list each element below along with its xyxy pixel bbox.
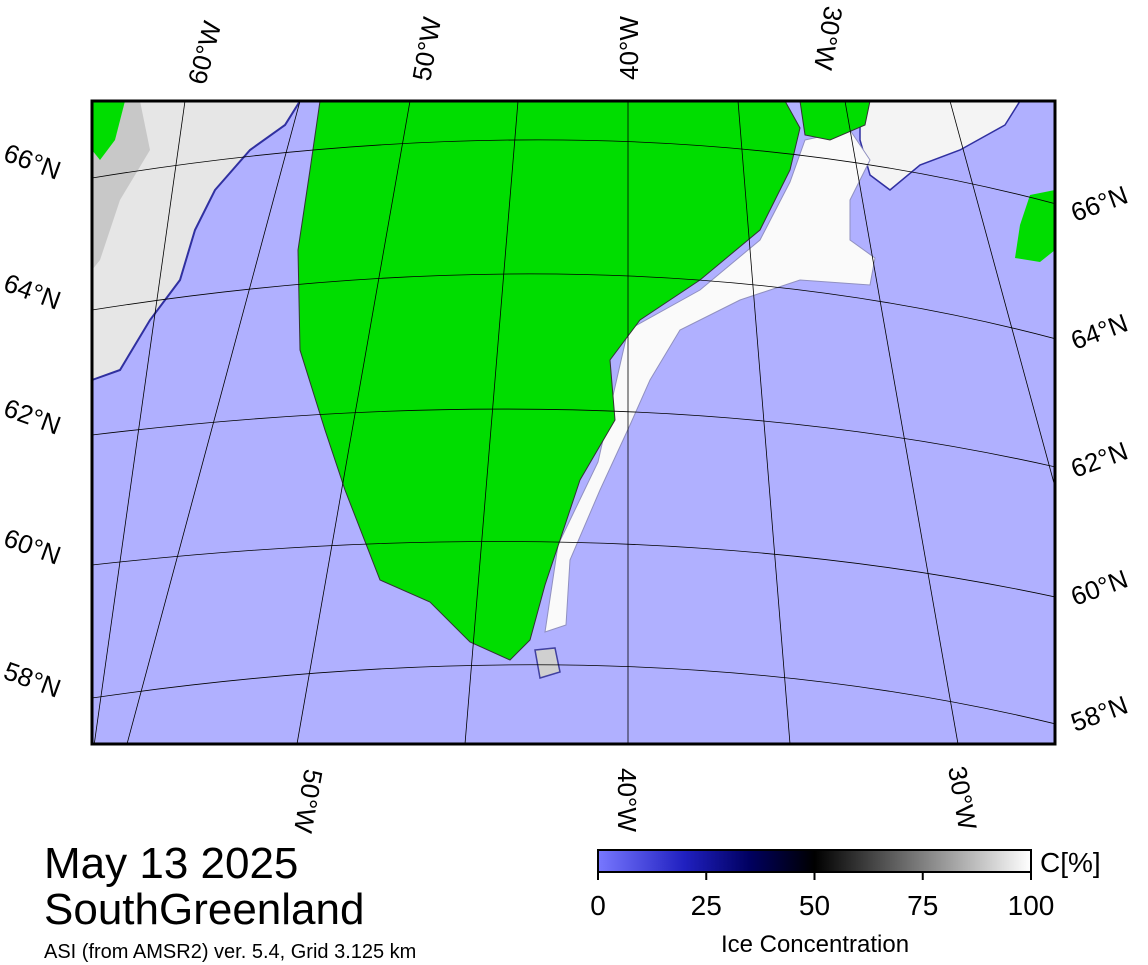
latitude-lines [92,101,1055,744]
east-coast-ice [544,129,876,633]
baffin-ice [92,101,302,382]
colorbar-tick-label: 100 [1008,890,1055,921]
colorbar-tick-label: 25 [691,890,722,921]
baffin-land [92,101,125,160]
lon-label: 30°W [942,764,983,833]
greenland-ne [799,101,871,141]
longitude-lines [126,101,1055,744]
lat-label: 60°N [1067,564,1132,612]
lat-label: 58°N [0,655,65,703]
lon-label: 50°W [406,14,447,83]
lat-label: 62°N [1067,436,1132,484]
lat-label: 60°N [0,522,65,570]
lon-label: 60°W [182,18,228,88]
lat-label: 66°N [1067,180,1132,228]
colorbar-unit: C[%] [1040,847,1101,878]
colorbar [597,849,1032,873]
greenland [297,101,801,661]
lat-label: 66°N [0,137,65,185]
region: SouthGreenland [44,885,364,934]
map-area [92,101,1055,744]
lat-label: 62°N [0,392,65,440]
iceland [1015,190,1055,262]
colorbar-label: Ice Concentration [721,931,909,958]
date: May 13 2025 [44,839,298,888]
colorbar-tick-label: 50 [799,890,830,921]
lon-label: 50°W [288,767,329,836]
lon-label: 30°W [808,4,849,73]
lon-label: 40°W [612,768,642,832]
lat-label: 64°N [1067,308,1132,356]
lat-label: 58°N [1067,690,1132,738]
source: ASI (from AMSR2) ver. 5.4, Grid 3.125 km [44,941,416,963]
colorbar-tick-label: 0 [590,890,606,921]
map-frame [90,99,1057,746]
colorbar-tick-label: 75 [907,890,938,921]
cape-farewell-ice [534,647,561,679]
lon-label: 40°W [614,16,644,80]
lat-label: 64°N [0,267,65,315]
